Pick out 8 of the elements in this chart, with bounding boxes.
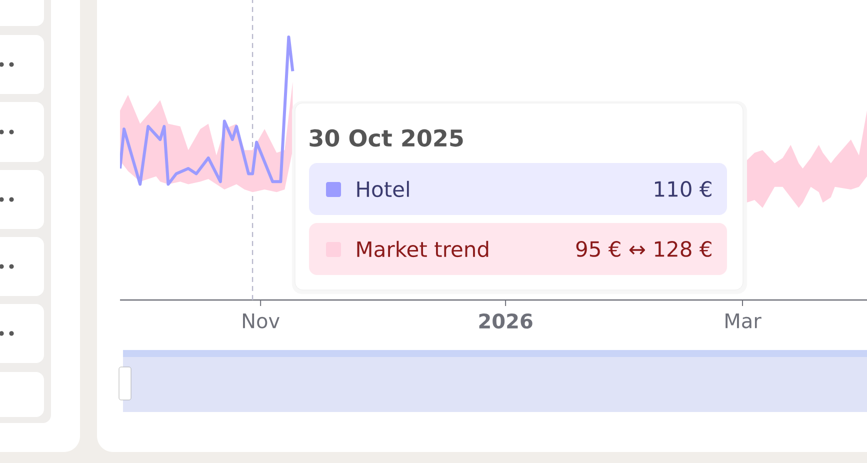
x-tick-label: 2026 (479, 314, 532, 329)
x-tick-label: Nov (243, 314, 280, 328)
annotation: 30 Oct 2025 (310, 129, 463, 147)
x-tick-label: Mar (726, 314, 762, 328)
legend-label: Hotel (357, 180, 409, 198)
legend-label: Market trend (357, 240, 488, 258)
annotation: 95 € ↔ 128 € (576, 241, 712, 257)
annotation: 110 € (654, 181, 712, 197)
